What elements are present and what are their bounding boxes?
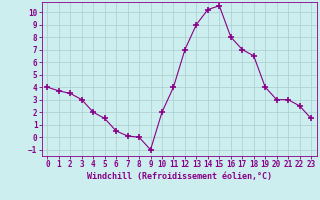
X-axis label: Windchill (Refroidissement éolien,°C): Windchill (Refroidissement éolien,°C): [87, 172, 272, 181]
